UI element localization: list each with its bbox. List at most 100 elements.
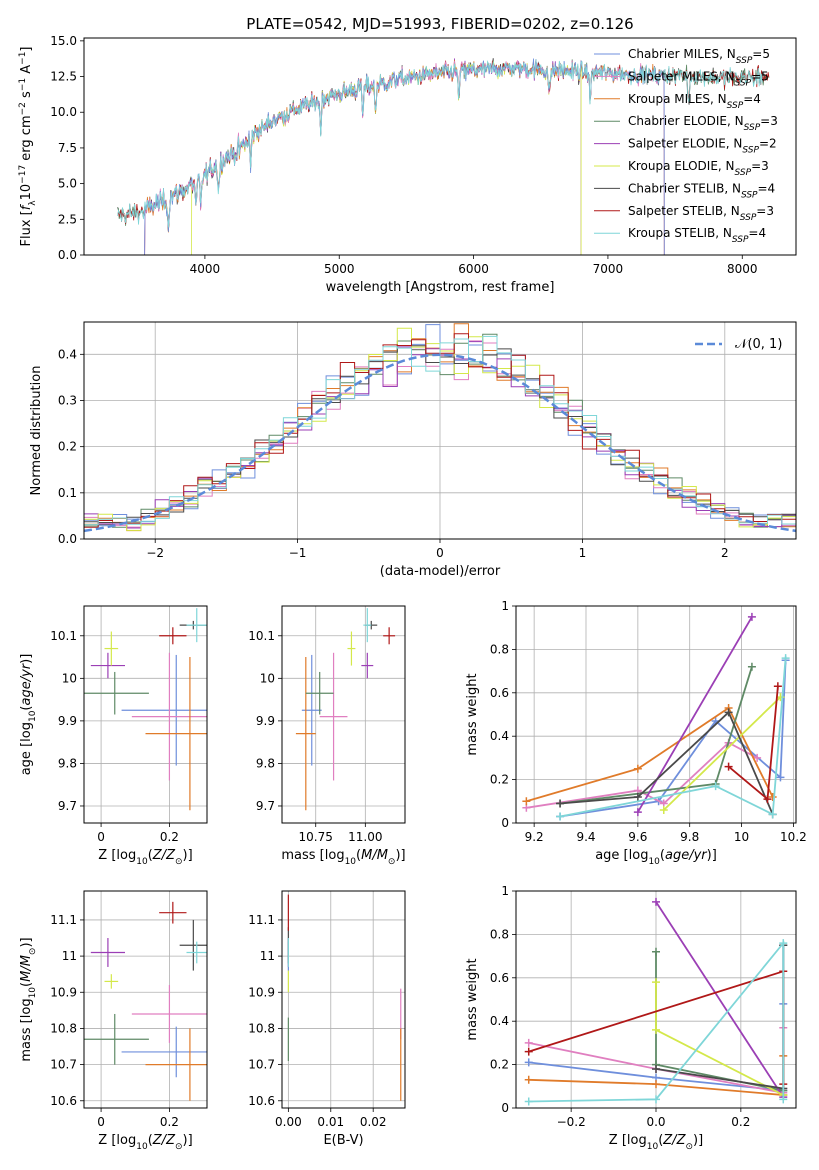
plot-area — [282, 891, 405, 1108]
series-marker — [776, 773, 785, 782]
plot-area — [282, 606, 405, 823]
x-tick-label: −0.2 — [557, 1115, 586, 1129]
series-marker — [768, 810, 777, 819]
x-tick-label: 0.0 — [646, 1115, 665, 1129]
label-part: )] — [395, 848, 405, 863]
series-line — [528, 940, 785, 1103]
y-tick-label: 10.0 — [50, 105, 77, 119]
label-part: mass weight — [465, 673, 480, 755]
label-part: =5 — [751, 69, 769, 83]
series-marker — [773, 682, 782, 691]
legend-label-kroupa-miles: Kroupa MILES, NSSP=4 — [628, 92, 761, 111]
series-line — [559, 660, 787, 818]
axes-frame — [281, 605, 406, 824]
label-part: Z [ — [609, 1133, 627, 1148]
label-part: ⊙ — [388, 857, 396, 867]
label-part: 10 — [647, 1142, 659, 1152]
series-marker — [779, 1095, 788, 1104]
point-chabrier-stelib — [179, 919, 207, 971]
label-part: erg — [19, 135, 34, 165]
x-tick-label: 8000 — [727, 262, 758, 276]
label-part: age/yr — [665, 848, 708, 863]
series-marker — [633, 792, 642, 801]
label-part: (data-model)/error — [380, 564, 501, 579]
label-part: s — [19, 91, 34, 98]
series-marker — [652, 897, 660, 906]
label-part: SSP — [740, 213, 757, 223]
y-axis-label: Flux [fλ10−17 erg cm−2 s−1 A−1] — [18, 46, 38, 246]
point-chabrier-miles — [121, 1026, 207, 1078]
y-tick-label: 0.0 — [58, 248, 77, 262]
y-tick-label: 0.2 — [58, 440, 77, 454]
label-part: ⊙ — [685, 1142, 693, 1152]
series-marker — [711, 782, 720, 791]
label-part: E(B-V) — [323, 1133, 363, 1148]
label-part: log — [629, 848, 649, 863]
label-part: SSP — [735, 168, 752, 178]
label-part: ⊙ — [175, 1142, 183, 1152]
x-tick-label: 0.2 — [731, 1115, 750, 1129]
plot-area — [516, 606, 796, 823]
label-part: mass [ — [281, 848, 324, 863]
series-marker — [524, 1038, 533, 1047]
axes-frame — [83, 37, 797, 256]
x-tick-label: 0 — [436, 546, 444, 560]
y-tick-label: 10 — [62, 671, 77, 685]
x-tick-label: 11.00 — [348, 830, 382, 844]
x-tick-label: 0 — [97, 1115, 105, 1129]
label-part: )] — [19, 654, 34, 664]
series-marker — [524, 1047, 533, 1056]
y-tick-label: 10.9 — [50, 985, 77, 999]
axes-frame — [83, 321, 797, 540]
label-part: 10 — [28, 710, 38, 722]
label-part: Flux [ — [19, 210, 34, 246]
plot-area — [516, 891, 796, 1108]
series-line — [560, 710, 774, 815]
series-line — [559, 658, 787, 818]
label-part: wavelength [Angstrom, rest frame] — [326, 280, 555, 295]
series-marker — [724, 762, 733, 771]
label-part: −1 — [18, 52, 28, 65]
y-tick-label: 1 — [501, 599, 509, 613]
label-part: )] — [693, 1133, 703, 1148]
x-tick-label: 0.2 — [160, 830, 179, 844]
axes-frame — [515, 605, 797, 824]
series-marker — [768, 792, 777, 801]
label-part: log — [19, 722, 34, 742]
y-tick-label: 0.4 — [490, 729, 509, 743]
label-part: cm — [19, 115, 34, 135]
label-part: SSP — [732, 235, 749, 245]
point-chabrier-miles — [301, 654, 322, 766]
label-part: ] — [19, 46, 34, 51]
label-part: SSP — [744, 123, 761, 133]
legend-label-normal: 𝒩(0, 1) — [735, 337, 782, 352]
label-part: =4 — [743, 92, 761, 106]
y-tick-label: 10.8 — [248, 1021, 275, 1035]
label-part: Z/Z — [152, 1133, 176, 1148]
label-part: =5 — [752, 47, 770, 61]
label-part: ( — [19, 706, 34, 711]
series-line — [637, 616, 753, 813]
y-axis-label: age [log10(age/yr)] — [19, 654, 38, 776]
label-part: Z/Z — [152, 848, 176, 863]
y-tick-label: 0.4 — [490, 1014, 509, 1028]
series-marker — [556, 812, 565, 821]
series-marker — [652, 947, 660, 956]
x-tick-label: 10.75 — [299, 830, 333, 844]
y-tick-label: 11.1 — [50, 913, 77, 927]
label-part: 10 — [28, 987, 38, 999]
point-salpeter-miles — [319, 652, 348, 781]
point-salpeter-elodie — [361, 652, 374, 679]
point-kroupa-miles — [145, 1028, 207, 1101]
label-part: Kroupa STELIB, N — [628, 226, 732, 240]
label-part: log — [19, 998, 34, 1018]
point-chabrier-elodie — [84, 671, 149, 715]
x-tick-label: 0.02 — [360, 1115, 387, 1129]
point-salpeter-miles — [131, 652, 207, 781]
panel-spectrum: 4000 5000 6000 7000 8000 0.0 2.5 5.0 7.5 10.0 12.5… — [18, 34, 797, 295]
x-tick-label: 10.2 — [780, 830, 807, 844]
x-tick-label: 4000 — [190, 262, 221, 276]
x-tick-label: 2 — [721, 546, 729, 560]
